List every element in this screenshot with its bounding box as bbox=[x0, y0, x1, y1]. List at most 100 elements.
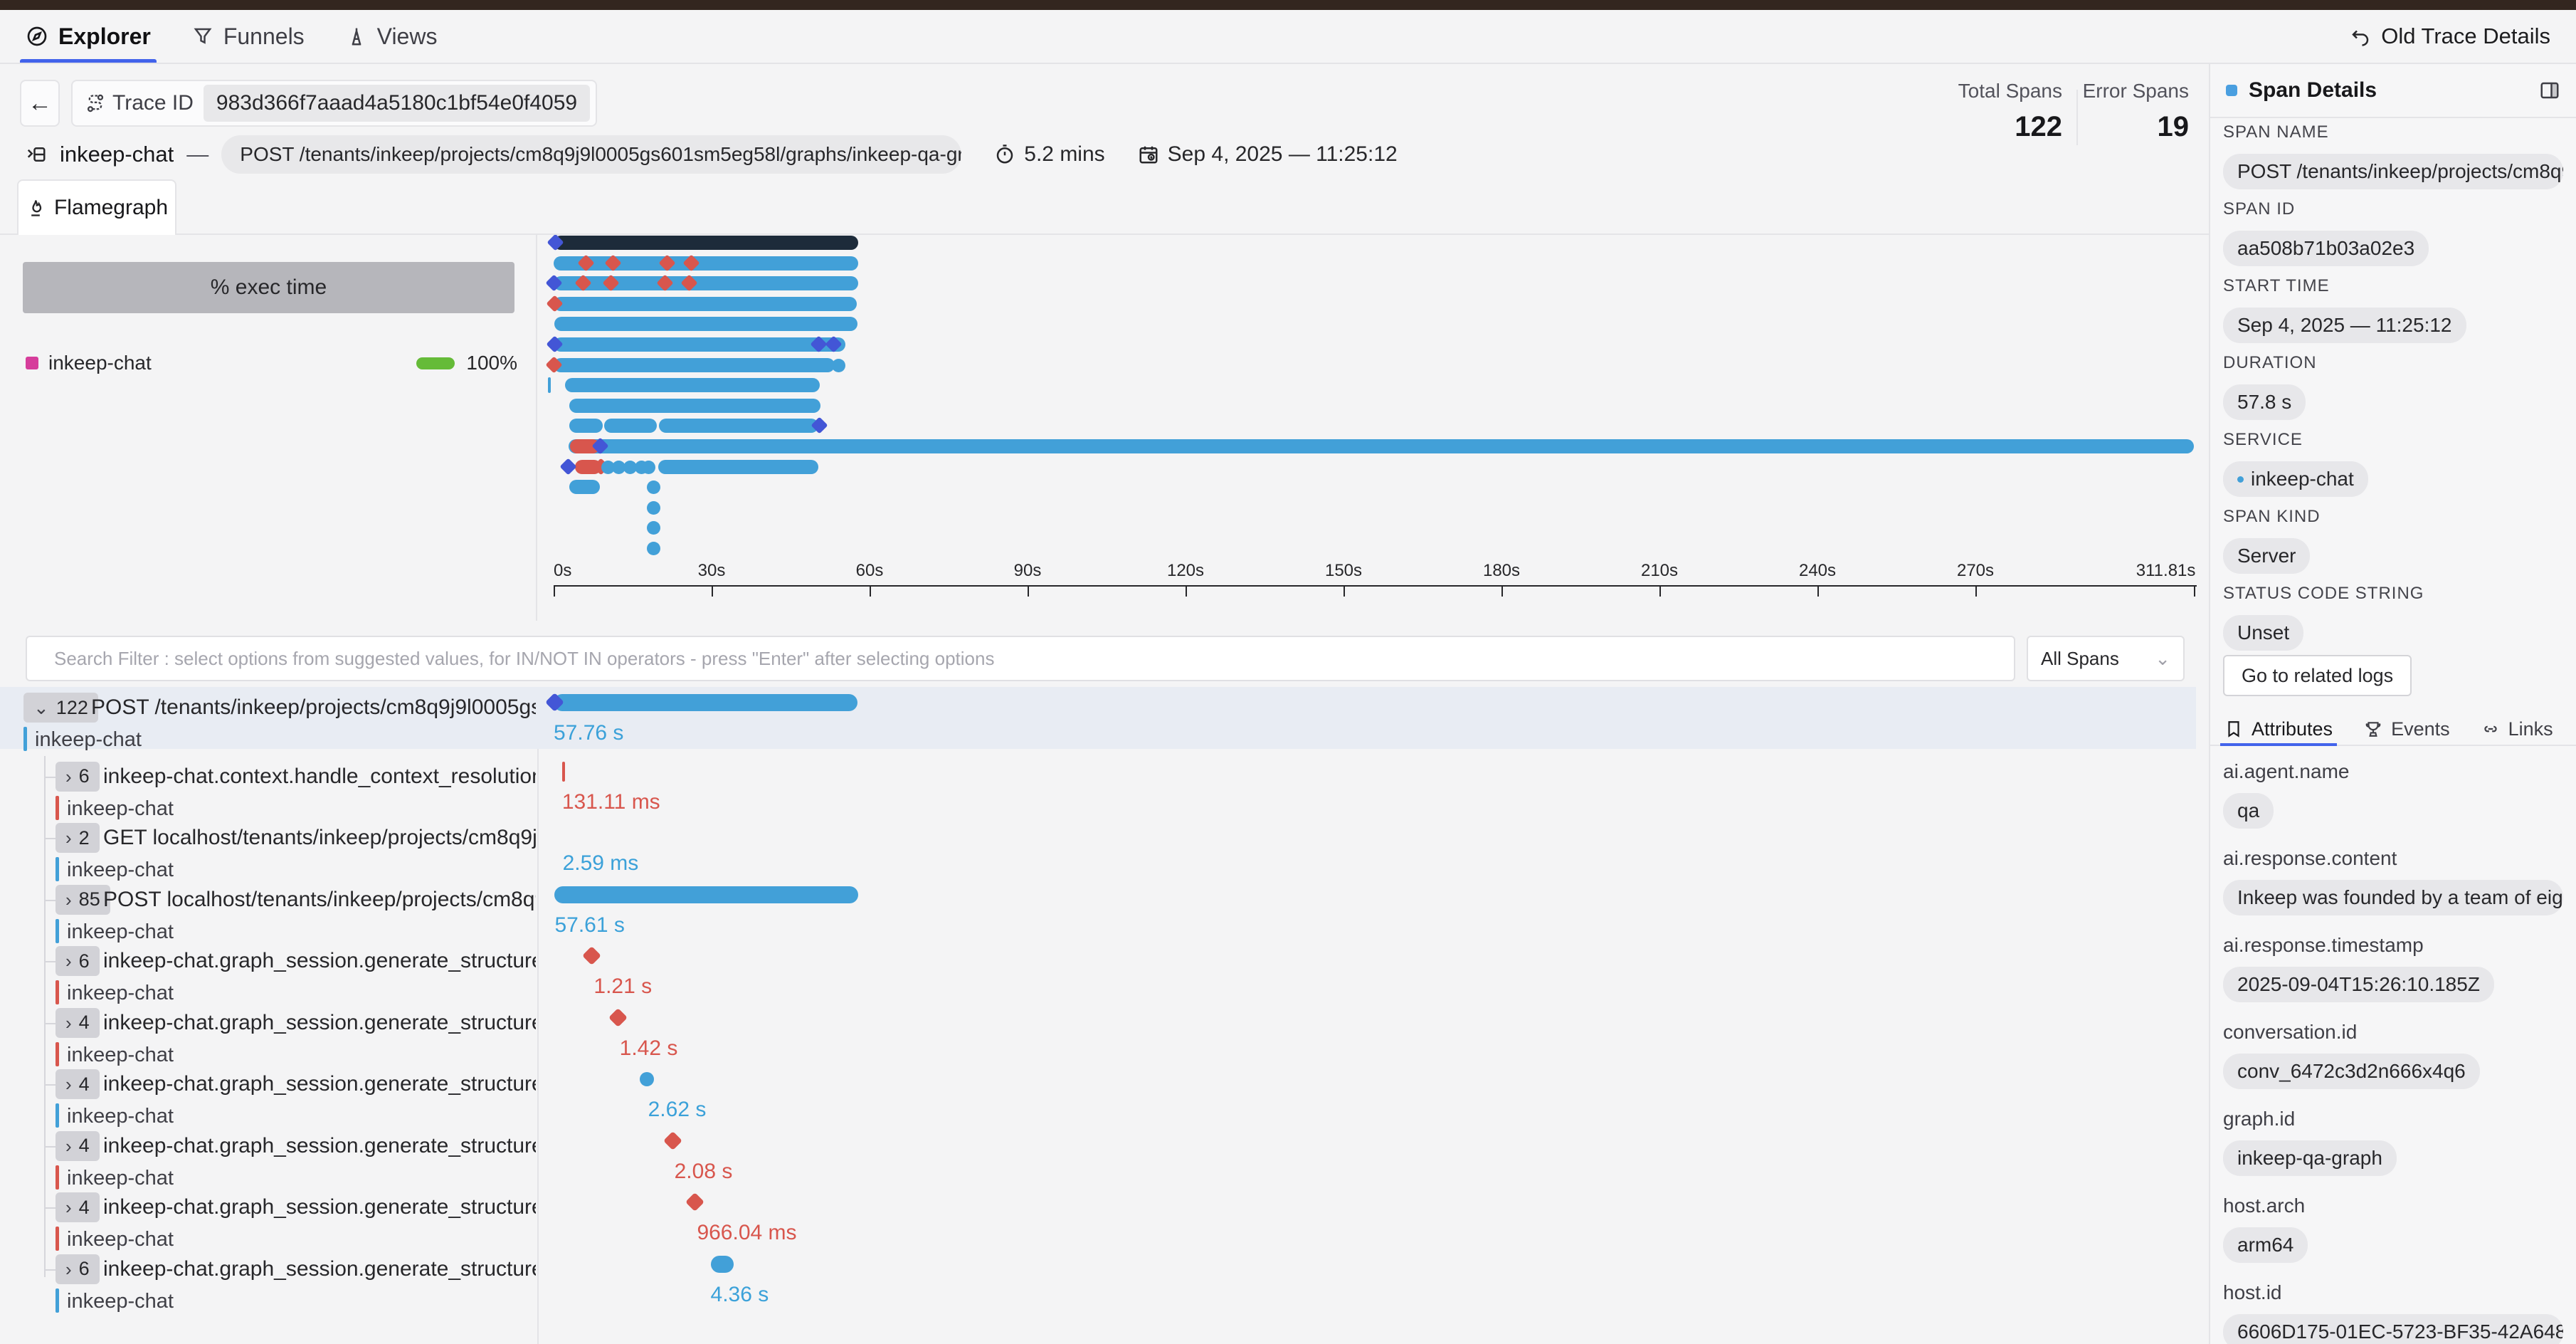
span-expand-badge[interactable]: ⌄ 122 bbox=[23, 693, 98, 723]
waterfall-circle-marker[interactable] bbox=[639, 1072, 654, 1086]
detail-field-value[interactable]: Unset bbox=[2223, 615, 2304, 651]
detail-field-value[interactable]: Server bbox=[2223, 538, 2311, 574]
detail-field-value[interactable]: inkeep-chat bbox=[2223, 461, 2368, 497]
span-tree-row[interactable]: › 4 inkeep-chat.graph_session.generate_str… bbox=[0, 1002, 2196, 1066]
flamegraph-span-bar[interactable] bbox=[554, 296, 857, 311]
attribute-value[interactable]: 6606D175-01EC-5723-BF35-42A6486... bbox=[2223, 1314, 2563, 1344]
waterfall-diamond-marker[interactable] bbox=[685, 1192, 705, 1212]
attribute-value[interactable]: arm64 bbox=[2223, 1227, 2308, 1263]
tab-events[interactable]: Events bbox=[2364, 713, 2450, 745]
span-expand-badge[interactable]: › 85 bbox=[56, 884, 110, 915]
flamegraph-span-bar[interactable] bbox=[554, 276, 858, 291]
flamegraph-circle-marker[interactable] bbox=[601, 460, 616, 474]
flamegraph-span-bar[interactable] bbox=[569, 439, 601, 453]
span-expand-badge[interactable]: › 4 bbox=[56, 1069, 100, 1099]
span-tree-row[interactable]: › 6 inkeep-chat.graph_session.generate_str… bbox=[0, 1249, 2196, 1313]
flamegraph-circle-marker[interactable] bbox=[832, 358, 846, 372]
span-name[interactable]: inkeep-chat.context.handle_context_resol… bbox=[103, 764, 536, 788]
attribute-value[interactable]: inkeep-qa-graph bbox=[2223, 1140, 2397, 1176]
go-to-related-logs-button[interactable]: Go to related logs bbox=[2223, 655, 2412, 696]
attribute-value[interactable]: Inkeep was founded by a team of eigh... bbox=[2223, 880, 2563, 915]
detail-field-value[interactable]: 57.8 s bbox=[2223, 384, 2306, 420]
detail-field-value[interactable]: Sep 4, 2025 — 11:25:12 bbox=[2223, 308, 2466, 343]
tab-flamegraph[interactable]: Flamegraph bbox=[17, 179, 176, 235]
span-expand-badge[interactable]: › 4 bbox=[56, 1130, 100, 1161]
flamegraph-span-bar[interactable] bbox=[569, 439, 2195, 453]
old-trace-details-link[interactable]: Old Trace Details bbox=[2350, 23, 2550, 49]
span-tree-row[interactable]: ⌄ 122 POST /tenants/inkeep/projects/cm8q9j… bbox=[0, 687, 2196, 751]
waterfall-duration-bar[interactable] bbox=[554, 886, 858, 903]
flamegraph-tick-marker[interactable] bbox=[548, 377, 551, 394]
attribute-value[interactable]: 2025-09-04T15:26:10.185Z bbox=[2223, 967, 2494, 1002]
nav-tab-funnels[interactable]: Funnels bbox=[192, 10, 305, 63]
flamegraph-span-bar[interactable] bbox=[658, 459, 819, 474]
span-expand-badge[interactable]: › 6 bbox=[56, 946, 100, 976]
span-tree-row[interactable]: › 85 POST localhost/tenants/inkeep/project… bbox=[0, 879, 2196, 943]
span-tree-row[interactable]: › 4 inkeep-chat.graph_session.generate_str… bbox=[0, 1125, 2196, 1190]
span-tree-row[interactable]: › 6 inkeep-chat.context.handle_context_res… bbox=[0, 756, 2196, 820]
span-name[interactable]: inkeep-chat.graph_session.generate_struc… bbox=[103, 949, 536, 972]
detail-field-value[interactable]: POST /tenants/inkeep/projects/cm8q9j... bbox=[2223, 154, 2563, 189]
flamegraph-circle-marker[interactable] bbox=[646, 521, 660, 535]
flamegraph-diamond-marker[interactable] bbox=[559, 458, 577, 476]
flamegraph-circle-marker[interactable] bbox=[642, 460, 656, 474]
search-filter-input[interactable] bbox=[26, 636, 2015, 681]
waterfall-diamond-marker[interactable] bbox=[582, 946, 602, 965]
flamegraph-span-bar[interactable] bbox=[569, 398, 821, 413]
flamegraph-canvas[interactable]: 0s 30s 60s 90s 120s 150s 180s 210s 240s 270s 311.8… bbox=[0, 235, 2209, 621]
waterfall-duration-bar[interactable] bbox=[554, 694, 858, 711]
flamegraph-span-bar[interactable] bbox=[554, 236, 858, 250]
flamegraph-span-bar[interactable] bbox=[569, 419, 603, 434]
flamegraph-circle-marker[interactable] bbox=[612, 460, 626, 474]
flamegraph-circle-marker[interactable] bbox=[623, 460, 637, 474]
span-tree-row[interactable]: › 4 inkeep-chat.graph_session.generate_str… bbox=[0, 1187, 2196, 1251]
span-tree-row[interactable]: › 6 inkeep-chat.graph_session.generate_str… bbox=[0, 940, 2196, 1004]
span-scope-select[interactable]: All Spans ⌄ bbox=[2027, 636, 2185, 681]
panel-collapse-icon[interactable] bbox=[2539, 80, 2560, 101]
span-name[interactable]: inkeep-chat.graph_session.generate_struc… bbox=[103, 1195, 536, 1219]
flamegraph-span-bar[interactable] bbox=[554, 357, 835, 372]
dash-separator: — bbox=[186, 142, 209, 167]
span-expand-badge[interactable]: › 6 bbox=[56, 1254, 100, 1284]
flamegraph-span-bar[interactable] bbox=[659, 419, 819, 434]
span-expand-badge[interactable]: › 2 bbox=[56, 823, 100, 853]
nav-tab-views[interactable]: Views bbox=[346, 10, 437, 63]
waterfall-tick-marker[interactable] bbox=[561, 761, 565, 782]
waterfall-duration-bar[interactable] bbox=[710, 1255, 734, 1273]
span-name[interactable]: inkeep-chat.graph_session.generate_struc… bbox=[103, 1256, 536, 1281]
waterfall-diamond-marker[interactable] bbox=[608, 1007, 628, 1027]
span-name[interactable]: inkeep-chat.graph_session.generate_struc… bbox=[103, 1010, 536, 1034]
flamegraph-circle-marker[interactable] bbox=[646, 500, 660, 515]
trace-id-value[interactable]: 983d366f7aaad4a5180c1bf54e0f4059 bbox=[203, 85, 591, 122]
flamegraph-span-bar[interactable] bbox=[554, 256, 858, 271]
span-name[interactable]: POST localhost/tenants/inkeep/projects/c… bbox=[103, 887, 536, 911]
detail-field-value[interactable]: aa508b71b03a02e3 bbox=[2223, 231, 2429, 266]
flamegraph-span-bar[interactable] bbox=[574, 459, 601, 474]
span-tree-row[interactable]: › 4 inkeep-chat.graph_session.generate_str… bbox=[0, 1064, 2196, 1128]
flamegraph-circle-marker[interactable] bbox=[646, 542, 660, 555]
flamegraph-span-bar[interactable] bbox=[569, 480, 601, 495]
service-legend-row[interactable]: inkeep-chat 100% bbox=[26, 352, 517, 374]
endpoint-pill[interactable]: POST /tenants/inkeep/projects/cm8q9j9l00… bbox=[221, 135, 962, 174]
nav-tab-explorer[interactable]: Explorer bbox=[20, 10, 157, 63]
span-name[interactable]: POST /tenants/inkeep/projects/cm8q9j9l00… bbox=[91, 695, 536, 719]
span-expand-badge[interactable]: › 4 bbox=[56, 1007, 100, 1038]
span-name[interactable]: inkeep-chat.graph_session.generate_struc… bbox=[103, 1133, 536, 1157]
tab-links[interactable]: Links bbox=[2481, 713, 2553, 745]
back-button[interactable]: ← bbox=[20, 80, 60, 127]
attribute-value[interactable]: conv_6472c3d2n666x4q6 bbox=[2223, 1054, 2480, 1089]
span-expand-badge[interactable]: › 4 bbox=[56, 1192, 100, 1222]
attribute-value[interactable]: qa bbox=[2223, 793, 2274, 829]
flamegraph-span-bar[interactable] bbox=[554, 337, 845, 352]
flamegraph-span-bar[interactable] bbox=[565, 378, 820, 393]
tab-attributes[interactable]: Attributes bbox=[2219, 713, 2338, 746]
flamegraph-span-bar[interactable] bbox=[604, 419, 658, 434]
flamegraph-circle-marker[interactable] bbox=[646, 481, 660, 495]
exec-time-header[interactable]: % exec time bbox=[23, 262, 514, 313]
span-name[interactable]: GET localhost/tenants/inkeep/projects/cm… bbox=[103, 826, 536, 849]
span-expand-badge[interactable]: › 6 bbox=[56, 761, 100, 792]
span-name[interactable]: inkeep-chat.graph_session.generate_struc… bbox=[103, 1072, 536, 1096]
span-tree-row[interactable]: › 2 GET localhost/tenants/inkeep/projects/… bbox=[0, 817, 2196, 881]
flamegraph-span-bar[interactable] bbox=[554, 317, 857, 332]
waterfall-diamond-marker[interactable] bbox=[663, 1130, 682, 1150]
